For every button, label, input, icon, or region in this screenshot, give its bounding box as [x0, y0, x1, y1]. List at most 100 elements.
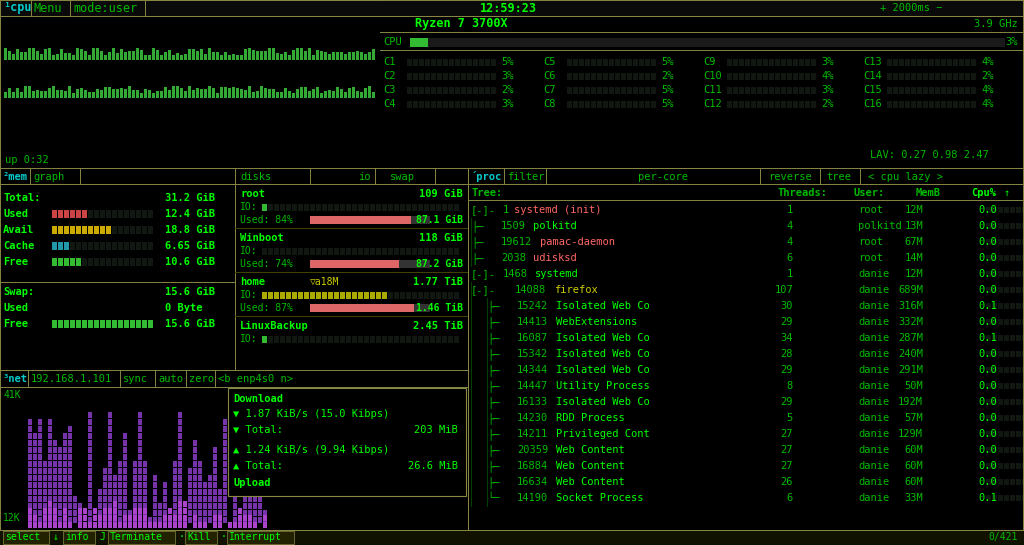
Bar [573, 73, 578, 80]
Bar [400, 248, 406, 255]
Bar [183, 522, 187, 528]
Text: firefox: firefox [554, 285, 598, 295]
Bar [775, 101, 780, 108]
Bar [461, 101, 466, 108]
Bar [183, 517, 187, 523]
Bar [180, 88, 183, 98]
Bar [203, 510, 207, 516]
Text: 2.45 TiB: 2.45 TiB [413, 321, 463, 331]
Bar [100, 226, 105, 234]
Text: ├─: ├─ [487, 300, 500, 312]
Bar [455, 59, 460, 66]
Bar [58, 482, 62, 488]
Bar [905, 101, 910, 108]
Bar [53, 475, 57, 481]
Bar [53, 440, 57, 446]
Bar [248, 461, 252, 467]
Bar [73, 503, 77, 509]
Text: 0.0: 0.0 [978, 205, 996, 215]
Bar [310, 292, 315, 299]
Bar [112, 210, 117, 218]
Bar [454, 292, 459, 299]
Text: ▼ 1.87 KiB/s (15.0 Kibps): ▼ 1.87 KiB/s (15.0 Kibps) [233, 409, 389, 419]
Bar [28, 433, 32, 439]
Bar [473, 59, 478, 66]
Bar [124, 89, 127, 98]
Text: C6: C6 [543, 71, 555, 81]
Bar [28, 475, 32, 481]
Bar [1010, 415, 1015, 421]
Bar [248, 503, 252, 509]
Bar [228, 88, 231, 98]
Bar [430, 336, 435, 343]
Bar [130, 242, 135, 250]
Bar [905, 73, 910, 80]
Bar [727, 59, 732, 66]
Bar [781, 87, 786, 94]
Bar [413, 87, 418, 94]
Text: 0.0: 0.0 [978, 461, 996, 471]
Bar [103, 489, 106, 495]
Bar [76, 89, 79, 98]
Bar [340, 52, 343, 60]
Bar [1010, 207, 1015, 213]
Bar [769, 73, 774, 80]
Bar [262, 204, 267, 211]
Bar [382, 248, 387, 255]
Bar [108, 489, 112, 495]
Text: ├─: ├─ [487, 348, 500, 360]
Bar [93, 508, 97, 514]
Bar [188, 482, 193, 488]
Bar [158, 503, 162, 509]
Bar [573, 101, 578, 108]
Bar [38, 419, 42, 425]
Text: ·: · [179, 532, 185, 542]
Bar [739, 73, 744, 80]
Bar [310, 304, 415, 312]
Bar [212, 52, 215, 60]
Bar [178, 503, 182, 509]
Bar [1016, 255, 1021, 261]
Bar [136, 210, 141, 218]
Text: ▲ 1.24 KiB/s (9.94 Kibps): ▲ 1.24 KiB/s (9.94 Kibps) [233, 445, 389, 455]
Bar [243, 454, 247, 460]
Bar [633, 101, 638, 108]
Text: 0.0: 0.0 [978, 253, 996, 263]
Bar [108, 461, 112, 467]
Bar [163, 482, 167, 488]
Bar [739, 101, 744, 108]
Bar [400, 204, 406, 211]
Bar [53, 496, 57, 502]
Text: ├─: ├─ [471, 220, 483, 232]
Bar [430, 248, 435, 255]
Text: Kill: Kill [187, 532, 211, 542]
Bar [228, 388, 466, 496]
Bar [138, 454, 142, 460]
Bar [82, 320, 87, 328]
Bar [103, 496, 106, 502]
Text: MemB: MemB [916, 188, 941, 198]
Bar [567, 59, 572, 66]
Bar [418, 204, 423, 211]
Bar [106, 258, 111, 266]
Bar [1016, 447, 1021, 453]
Text: 41K: 41K [3, 390, 20, 400]
Bar [94, 242, 99, 250]
Bar [284, 88, 287, 98]
Bar [787, 73, 792, 80]
Bar [118, 522, 122, 528]
Bar [236, 88, 239, 98]
Bar [256, 51, 259, 60]
Bar [449, 101, 454, 108]
Bar [998, 367, 1002, 373]
Bar [911, 73, 916, 80]
Bar [585, 59, 590, 66]
Bar [1004, 399, 1009, 405]
Bar [58, 320, 63, 328]
Bar [253, 510, 257, 516]
Bar [437, 87, 442, 94]
Bar [310, 304, 430, 312]
Text: 28: 28 [780, 349, 793, 359]
Bar [33, 433, 37, 439]
Bar [113, 503, 117, 509]
